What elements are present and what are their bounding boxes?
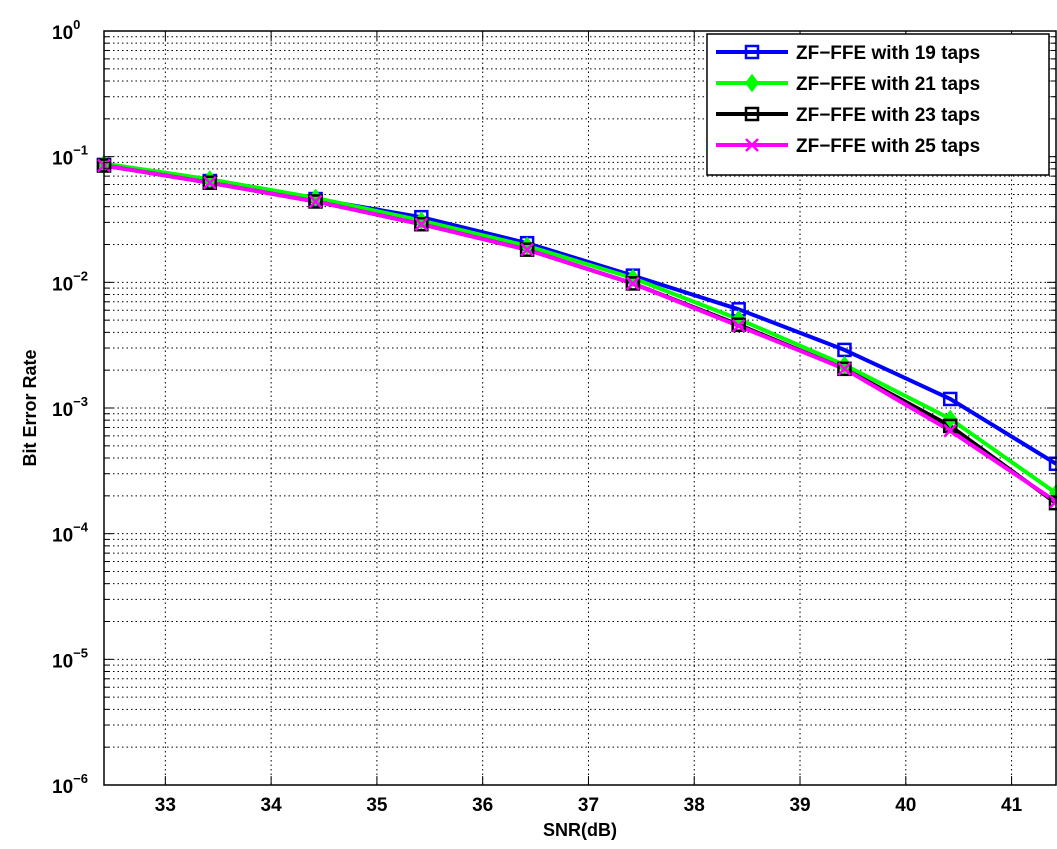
marker-x-stroke — [626, 276, 640, 291]
data-point-series-4 — [202, 175, 217, 190]
y-tick-label: 10−5 — [52, 645, 88, 672]
axis-ticks: 33 34 35 36 37 38 39 40 41 100 10−1 10−2 10−3 10−4 10−… — [52, 17, 1056, 816]
legend-marker — [745, 138, 759, 152]
legend-entry-label: ZF−FFE with 25 taps — [796, 136, 980, 157]
series-line-3 — [103, 163, 1057, 505]
y-axis-label: Bit Error Rate — [20, 349, 40, 466]
data-point-series-3 — [731, 317, 746, 332]
data-point-series-4 — [308, 194, 323, 209]
x-tick-label: 34 — [261, 795, 283, 816]
legend: ZF−FFE with 19 taps ZF−FFE with 21 taps ZF… — [706, 33, 1050, 176]
data-point-series-4 — [731, 319, 746, 333]
x-tick-label: 37 — [578, 795, 599, 816]
legend-entry-label: ZF−FFE with 23 taps — [796, 105, 980, 126]
marker-x-stroke — [745, 138, 759, 152]
marker-x-stroke — [520, 242, 534, 257]
marker-x-stroke — [308, 194, 323, 209]
x-tick-label: 40 — [895, 795, 916, 816]
x-tick-label: 33 — [155, 795, 176, 816]
x-axis-label: SNR(dB) — [543, 820, 617, 840]
marker-x-stroke — [202, 175, 217, 190]
data-point-series-3 — [625, 276, 641, 291]
data-point-series-3 — [519, 242, 535, 257]
series-line-2 — [103, 161, 1057, 495]
y-tick-label: 10−3 — [52, 394, 88, 421]
legend-box — [706, 33, 1050, 176]
y-tick-label: 10−4 — [52, 520, 89, 547]
data-point-series-4 — [414, 217, 429, 232]
x-tick-label: 35 — [366, 795, 388, 816]
legend-marker — [744, 106, 760, 122]
legend-marker — [744, 44, 760, 60]
marker-x-stroke — [837, 361, 852, 376]
series-line-1 — [103, 162, 1057, 466]
marker-x-stroke — [943, 423, 958, 438]
x-tick-label: 39 — [789, 795, 810, 816]
marker-x-stroke — [414, 217, 429, 232]
data-point-series-3 — [837, 361, 852, 377]
grid — [104, 31, 1056, 785]
y-tick-label: 10−6 — [52, 771, 88, 798]
series-lines — [103, 161, 1057, 505]
legend-entry-label: ZF−FFE with 21 taps — [796, 74, 980, 95]
y-tick-label: 10−1 — [52, 143, 88, 170]
data-point-series-3 — [414, 216, 429, 232]
legend-marker — [745, 73, 759, 93]
data-point-series-4 — [520, 242, 534, 257]
marker-x-stroke — [731, 319, 746, 333]
x-tick-label: 36 — [472, 795, 493, 816]
legend-entry-label: ZF−FFE with 19 taps — [796, 43, 980, 64]
data-point-series-3 — [308, 194, 323, 209]
data-point-series-4 — [626, 276, 640, 291]
series-markers — [96, 154, 1057, 511]
x-tick-label: 38 — [684, 795, 705, 816]
data-point-series-1 — [942, 391, 958, 407]
y-tick-label: 100 — [52, 17, 80, 44]
series-line-4 — [103, 163, 1057, 504]
x-tick-label: 41 — [1001, 795, 1023, 816]
data-point-series-3 — [202, 175, 218, 191]
data-point-series-4 — [837, 361, 852, 376]
data-point-series-4 — [943, 423, 958, 438]
y-tick-label: 10−2 — [52, 268, 88, 295]
